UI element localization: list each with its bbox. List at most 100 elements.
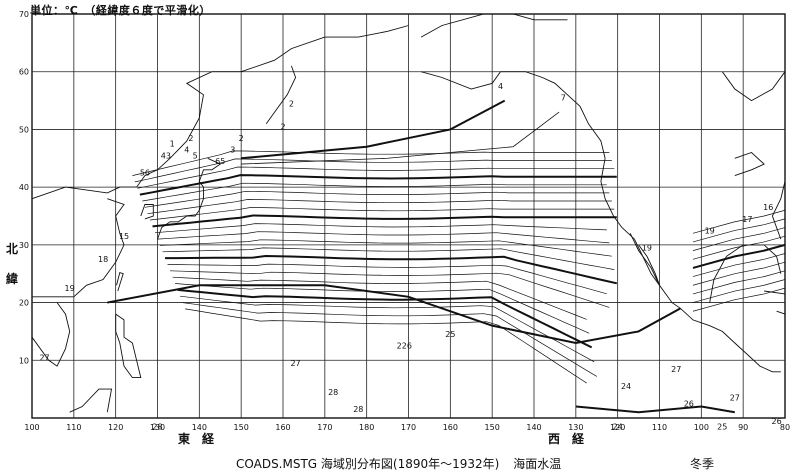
isotherm-label: 43 [161, 151, 171, 160]
isotherm [692, 235, 786, 260]
coastline-segment [420, 71, 781, 373]
lon-tick-label: 170 [401, 423, 416, 432]
coastline-segment [734, 151, 765, 177]
isotherm-label: 24 [621, 382, 631, 391]
coastline-segment [420, 13, 568, 38]
isotherm-label: 56 [140, 169, 150, 178]
isotherm [162, 247, 615, 270]
unit-note: 単位：℃ （経緯度６度で平滑化） [30, 4, 211, 17]
isotherm [692, 218, 786, 243]
lon-tick-label: 130 [568, 423, 583, 432]
isotherm-label: 27 [671, 365, 681, 374]
caption-title: COADS.MSTG 海域別分布図(1890年～1932年) [236, 457, 500, 471]
coastline-segment [776, 310, 786, 315]
lon-tick-label: 150 [234, 423, 249, 432]
isotherm-label: 2 [280, 122, 285, 131]
isotherm [241, 111, 560, 165]
lon-tick-label: 180 [359, 423, 374, 432]
west-longitude-title: 西 経 [548, 432, 585, 446]
isotherm-bold [241, 99, 506, 160]
lon-tick-label: 120 [108, 423, 123, 432]
coastline-segment [115, 313, 142, 379]
lat-title-1: 北 [6, 242, 19, 256]
isotherm [134, 158, 612, 183]
isotherm-lines [107, 99, 786, 414]
isotherm [692, 209, 786, 234]
coastline-segment [721, 71, 786, 102]
lon-tick-label: 140 [192, 423, 207, 432]
isotherm [169, 270, 610, 308]
isotherm [692, 253, 786, 277]
lon-tick-label: 160 [275, 423, 290, 432]
caption-season: 冬季 [690, 457, 715, 471]
isotherm-bold [177, 288, 593, 349]
isotherm-label: 28 [353, 405, 363, 414]
isotherm [149, 207, 615, 221]
isotherm-label: 19 [705, 226, 715, 235]
isotherm-bold [152, 214, 617, 228]
isotherm-label: 65 [215, 157, 225, 166]
isotherm-label: 27 [39, 353, 49, 362]
coastline-segment [69, 388, 113, 413]
lon-tick-label: 120 [610, 423, 625, 432]
lon-tick-label: 170 [317, 423, 332, 432]
isotherm [172, 276, 587, 320]
isotherm-label: 2 [188, 134, 193, 143]
lat-lon-grid [31, 13, 786, 419]
coastline-segment [771, 181, 786, 240]
isotherm-label: 5 [193, 151, 198, 160]
isotherm [692, 261, 786, 286]
isotherm-bold [575, 405, 735, 414]
lon-tick-label: 130 [150, 423, 165, 432]
isotherm-label: 24 [613, 423, 623, 432]
isotherm-bold [165, 254, 618, 285]
isotherm-bold [107, 284, 681, 344]
coastline-segment [140, 204, 154, 220]
coastline-segment [265, 65, 297, 124]
lon-tick-label: 80 [780, 423, 790, 432]
isotherm-label: 28 [152, 423, 162, 432]
isotherm-label: 25 [445, 330, 455, 339]
isotherm-label: 4 [184, 146, 189, 155]
lon-tick-label: 110 [652, 423, 667, 432]
isotherm [144, 190, 610, 208]
lat-tick-label: 70 [19, 10, 29, 19]
coastline-segment [116, 272, 124, 292]
coastline-segment [157, 157, 222, 240]
isotherm [692, 279, 786, 303]
lon-tick-label: 150 [485, 423, 500, 432]
isotherm-label: 17 [742, 215, 752, 224]
isotherm-label: 15 [119, 232, 129, 241]
isotherm [167, 263, 607, 295]
isotherm-label: 2 [239, 134, 244, 143]
lat-tick-label: 30 [19, 241, 29, 250]
lat-tick-label: 20 [19, 299, 29, 308]
isotherm [692, 270, 786, 295]
coastline-segment [629, 233, 660, 286]
isotherm-label: 19 [65, 284, 75, 293]
isotherm [154, 223, 607, 234]
lat-title-2: 緯 [6, 272, 19, 286]
coastlines [31, 13, 786, 413]
lon-tick-label: 90 [738, 423, 748, 432]
isotherm [132, 150, 610, 176]
map-caption: COADS.MSTG 海域別分布図(1890年～1932年) 海面水温 [236, 455, 571, 472]
isotherm-label: 2 [289, 99, 294, 108]
isotherm [147, 199, 612, 215]
isotherm-label: 4 [498, 82, 503, 91]
isotherm-label: 25 [717, 423, 727, 432]
isotherm [692, 227, 786, 251]
lon-tick-label: 100 [694, 423, 709, 432]
lon-tick-label: 100 [24, 423, 39, 432]
isotherm [180, 295, 595, 363]
isotherm [175, 283, 590, 334]
isotherm [157, 231, 610, 244]
east-longitude-title: 東 経 [178, 432, 215, 446]
isotherm-label: 28 [328, 388, 338, 397]
lat-tick-label: 50 [19, 125, 29, 134]
isotherm [142, 182, 607, 202]
lon-tick-label: 160 [443, 423, 458, 432]
lat-tick-label: 10 [19, 356, 29, 365]
